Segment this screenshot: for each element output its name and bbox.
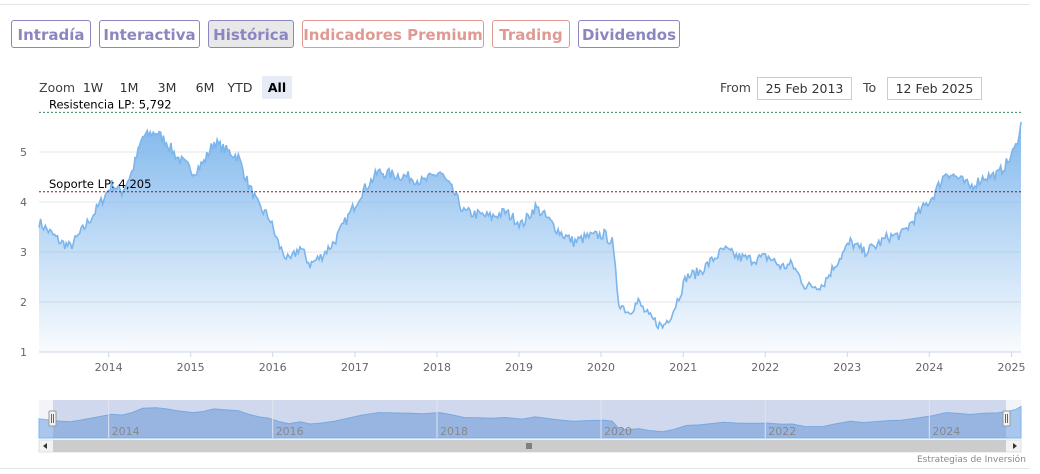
scroll-right-arrow-icon[interactable] <box>1013 443 1017 449</box>
x-tick-label: 2019 <box>505 361 533 374</box>
to-date-input[interactable]: 12 Feb 2025 <box>887 77 982 100</box>
resistance-label: Resistencia LP: 5,792 <box>49 97 172 111</box>
tab-intradía[interactable]: Intradía <box>11 20 91 48</box>
x-tick-label: 2014 <box>95 361 123 374</box>
from-date-input[interactable]: 25 Feb 2013 <box>757 77 852 100</box>
x-tick-label: 2022 <box>751 361 779 374</box>
tab-trading[interactable]: Trading <box>492 20 570 48</box>
y-tick-label: 3 <box>20 246 27 259</box>
y-tick-label: 1 <box>20 346 27 359</box>
credit-text: Estrategias de Inversión <box>917 455 1026 465</box>
navigator-tick-label: 2024 <box>932 425 960 438</box>
x-tick-label: 2018 <box>423 361 451 374</box>
navigator-series <box>38 405 1022 439</box>
navigator-handle-right[interactable] <box>1002 410 1011 427</box>
top-divider <box>0 4 1030 5</box>
support-label: Soporte LP: 4,205 <box>49 177 151 191</box>
bottom-divider <box>0 468 1030 469</box>
plot-area <box>38 121 1022 352</box>
x-tick-label: 2025 <box>998 361 1026 374</box>
navigator-selection <box>53 400 1006 438</box>
x-tick-label: 2021 <box>669 361 697 374</box>
tab-interactiva[interactable]: Interactiva <box>99 20 200 48</box>
zoom-button-3m[interactable]: 3M <box>157 80 177 95</box>
navigator-tick-label: 2018 <box>440 425 468 438</box>
x-tick-label: 2023 <box>833 361 861 374</box>
tab-dividendos[interactable]: Dividendos <box>578 20 680 48</box>
zoom-button-1w[interactable]: 1W <box>82 80 104 95</box>
x-tick-label: 2020 <box>587 361 615 374</box>
navigator[interactable]: 2014 2016 2018 2020 2022 2024 <box>38 400 1022 453</box>
navigator-tick-label: 2014 <box>112 425 140 438</box>
x-tick-label: 2015 <box>177 361 205 374</box>
price-line <box>38 121 1022 331</box>
tab-indicadores-premium[interactable]: Indicadores Premium <box>302 20 484 48</box>
tab-histórica[interactable]: Histórica <box>208 20 294 48</box>
zoom-button-6m[interactable]: 6M <box>195 80 215 95</box>
zoom-button-ytd[interactable]: YTD <box>227 80 253 95</box>
y-axis: 1 2 3 4 5 <box>20 146 27 359</box>
zoom-button-all[interactable]: All <box>262 76 292 99</box>
to-label: To <box>863 80 877 95</box>
price-area <box>39 122 1021 352</box>
y-tick-label: 4 <box>20 196 27 209</box>
scroll-left-arrow-icon[interactable] <box>43 443 47 449</box>
from-label: From <box>720 80 751 95</box>
navigator-tick-label: 2016 <box>276 425 304 438</box>
annotations: Resistencia LP: 5,792 Soporte LP: 4,205 <box>39 97 1021 193</box>
navigator-tick-label: 2020 <box>604 425 632 438</box>
navigator-tick-label: 2022 <box>768 425 796 438</box>
x-tick-label: 2016 <box>259 361 287 374</box>
y-tick-label: 2 <box>20 296 27 309</box>
navigator-handle-left[interactable] <box>48 410 57 427</box>
zoom-label: Zoom <box>39 80 76 95</box>
y-tick-label: 5 <box>20 146 27 159</box>
x-tick-label: 2024 <box>915 361 943 374</box>
zoom-button-1m[interactable]: 1M <box>119 80 139 95</box>
x-tick-label: 2017 <box>341 361 369 374</box>
x-axis: 2014 2015 2016 2017 2018 2019 2020 2021 2022 2023… <box>95 352 1026 374</box>
